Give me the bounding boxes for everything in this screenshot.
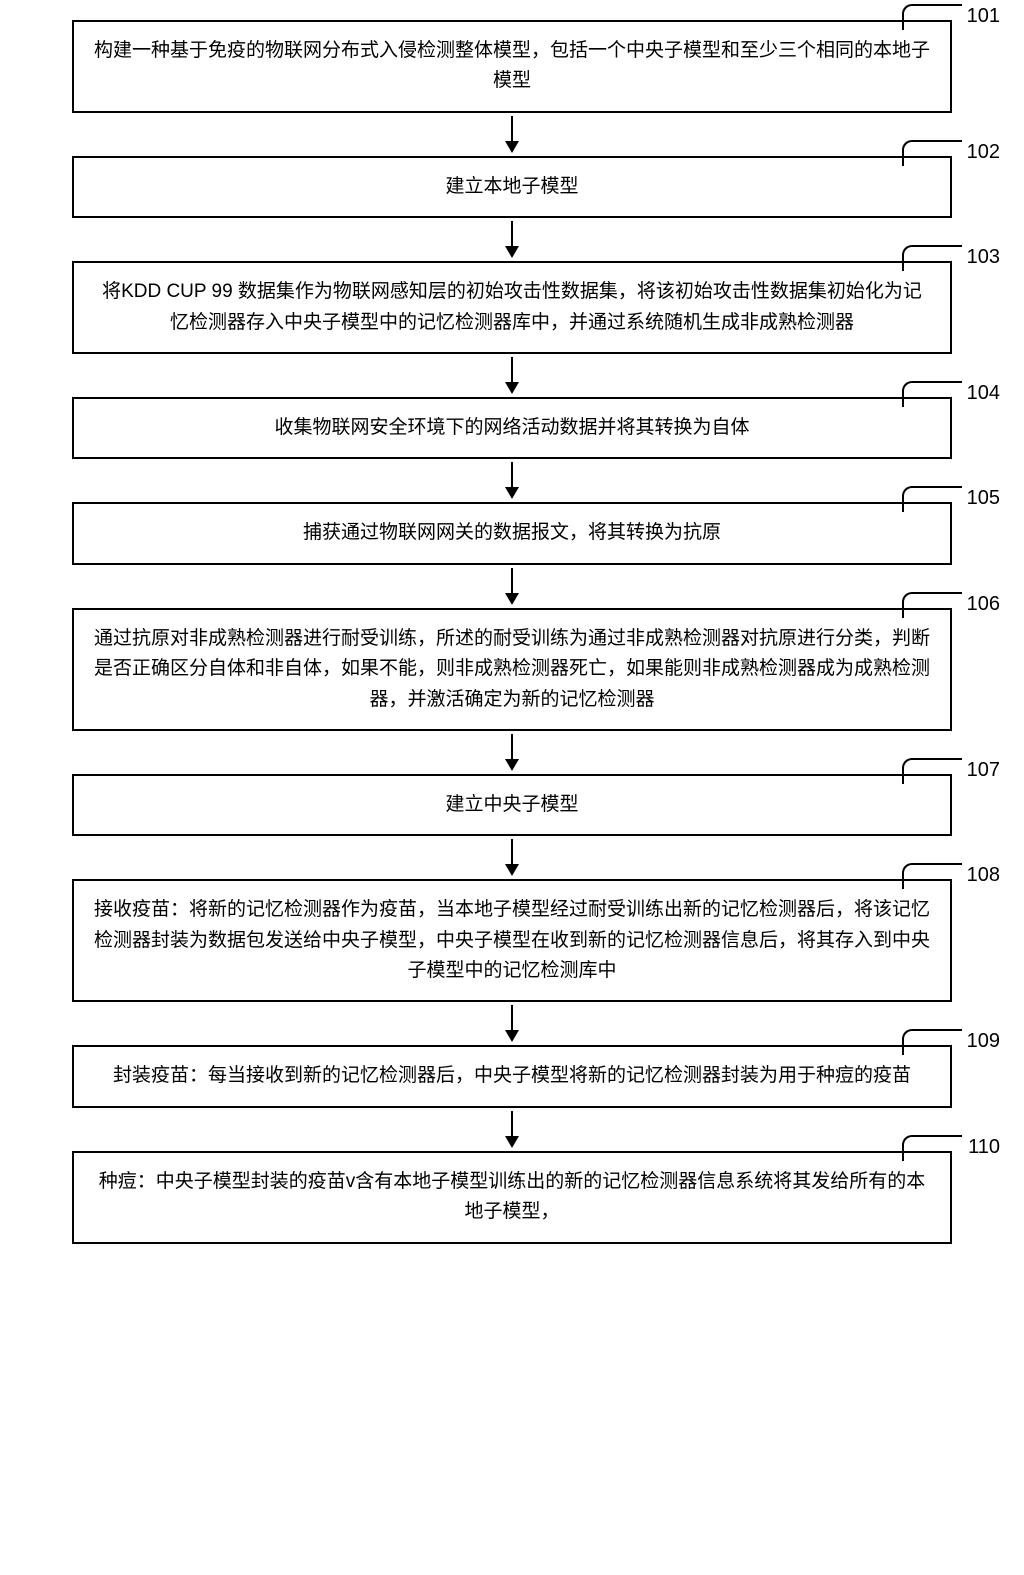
arrow-down <box>505 116 519 153</box>
connector-line <box>902 592 962 618</box>
arrow-line <box>511 462 513 488</box>
arrow-head-icon <box>505 759 519 771</box>
arrow-line <box>511 839 513 865</box>
flowchart-container: 101构建一种基于免疫的物联网分布式入侵检测整体模型，包括一个中央子模型和至少三… <box>30 20 994 1244</box>
step-text: 捕获通过物联网网关的数据报文，将其转换为抗原 <box>303 518 721 548</box>
step-wrapper-107: 107建立中央子模型 <box>30 774 994 836</box>
arrow-line <box>511 734 513 760</box>
step-box-105: 105捕获通过物联网网关的数据报文，将其转换为抗原 <box>72 502 952 564</box>
step-box-101: 101构建一种基于免疫的物联网分布式入侵检测整体模型，包括一个中央子模型和至少三… <box>72 20 952 113</box>
step-text: 将KDD CUP 99 数据集作为物联网感知层的初始攻击性数据集，将该初始攻击性… <box>94 277 930 338</box>
step-text: 种痘：中央子模型封装的疫苗v含有本地子模型训练出的新的记忆检测器信息系统将其发给… <box>94 1167 930 1228</box>
arrow-down <box>505 462 519 499</box>
connector-line <box>902 486 962 512</box>
step-label: 106 <box>967 588 1000 620</box>
step-text: 通过抗原对非成熟检测器进行耐受训练，所述的耐受训练为通过非成熟检测器对抗原进行分… <box>94 624 930 715</box>
arrow-head-icon <box>505 141 519 153</box>
arrow-head-icon <box>505 382 519 394</box>
step-label: 101 <box>967 0 1000 32</box>
step-label: 103 <box>967 241 1000 273</box>
arrow-line <box>511 1111 513 1137</box>
arrow-down <box>505 357 519 394</box>
arrow-down <box>505 1005 519 1042</box>
step-text: 接收疫苗：将新的记忆检测器作为疫苗，当本地子模型经过耐受训练出新的记忆检测器后，… <box>94 895 930 986</box>
arrow-line <box>511 1005 513 1031</box>
step-wrapper-109: 109封装疫苗：每当接收到新的记忆检测器后，中央子模型将新的记忆检测器封装为用于… <box>30 1045 994 1107</box>
connector-line <box>902 140 962 166</box>
connector-line <box>902 4 962 30</box>
step-label: 109 <box>967 1025 1000 1057</box>
arrow-head-icon <box>505 864 519 876</box>
step-wrapper-101: 101构建一种基于免疫的物联网分布式入侵检测整体模型，包括一个中央子模型和至少三… <box>30 20 994 113</box>
step-text: 建立本地子模型 <box>445 172 578 202</box>
step-wrapper-103: 103将KDD CUP 99 数据集作为物联网感知层的初始攻击性数据集，将该初始… <box>30 261 994 354</box>
arrow-line <box>511 116 513 142</box>
connector-line <box>902 245 962 271</box>
step-box-102: 102建立本地子模型 <box>72 156 952 218</box>
arrow-head-icon <box>505 1136 519 1148</box>
connector-line <box>902 863 962 889</box>
arrow-head-icon <box>505 593 519 605</box>
arrow-down <box>505 734 519 771</box>
step-box-106: 106通过抗原对非成熟检测器进行耐受训练，所述的耐受训练为通过非成熟检测器对抗原… <box>72 608 952 731</box>
arrow-head-icon <box>505 1030 519 1042</box>
arrow-line <box>511 357 513 383</box>
step-text: 建立中央子模型 <box>445 790 578 820</box>
step-text: 收集物联网安全环境下的网络活动数据并将其转换为自体 <box>274 413 749 443</box>
step-wrapper-102: 102建立本地子模型 <box>30 156 994 218</box>
step-box-108: 108接收疫苗：将新的记忆检测器作为疫苗，当本地子模型经过耐受训练出新的记忆检测… <box>72 879 952 1002</box>
arrow-line <box>511 221 513 247</box>
step-box-103: 103将KDD CUP 99 数据集作为物联网感知层的初始攻击性数据集，将该初始… <box>72 261 952 354</box>
step-wrapper-104: 104收集物联网安全环境下的网络活动数据并将其转换为自体 <box>30 397 994 459</box>
step-label: 105 <box>967 482 1000 514</box>
step-wrapper-110: 110种痘：中央子模型封装的疫苗v含有本地子模型训练出的新的记忆检测器信息系统将… <box>30 1151 994 1244</box>
connector-line <box>902 1029 962 1055</box>
step-label: 108 <box>967 859 1000 891</box>
step-text: 封装疫苗：每当接收到新的记忆检测器后，中央子模型将新的记忆检测器封装为用于种痘的… <box>113 1061 911 1091</box>
step-text: 构建一种基于免疫的物联网分布式入侵检测整体模型，包括一个中央子模型和至少三个相同… <box>94 36 930 97</box>
step-label: 104 <box>967 377 1000 409</box>
arrow-down <box>505 568 519 605</box>
connector-line <box>902 1135 962 1161</box>
arrow-down <box>505 1111 519 1148</box>
step-box-109: 109封装疫苗：每当接收到新的记忆检测器后，中央子模型将新的记忆检测器封装为用于… <box>72 1045 952 1107</box>
arrow-down <box>505 839 519 876</box>
step-box-107: 107建立中央子模型 <box>72 774 952 836</box>
step-label: 102 <box>967 136 1000 168</box>
connector-line <box>902 381 962 407</box>
step-box-104: 104收集物联网安全环境下的网络活动数据并将其转换为自体 <box>72 397 952 459</box>
arrow-head-icon <box>505 246 519 258</box>
step-wrapper-105: 105捕获通过物联网网关的数据报文，将其转换为抗原 <box>30 502 994 564</box>
step-label: 110 <box>968 1131 1000 1163</box>
arrow-line <box>511 568 513 594</box>
step-wrapper-108: 108接收疫苗：将新的记忆检测器作为疫苗，当本地子模型经过耐受训练出新的记忆检测… <box>30 879 994 1002</box>
arrow-head-icon <box>505 487 519 499</box>
step-label: 107 <box>967 754 1000 786</box>
step-wrapper-106: 106通过抗原对非成熟检测器进行耐受训练，所述的耐受训练为通过非成熟检测器对抗原… <box>30 608 994 731</box>
arrow-down <box>505 221 519 258</box>
connector-line <box>902 758 962 784</box>
step-box-110: 110种痘：中央子模型封装的疫苗v含有本地子模型训练出的新的记忆检测器信息系统将… <box>72 1151 952 1244</box>
